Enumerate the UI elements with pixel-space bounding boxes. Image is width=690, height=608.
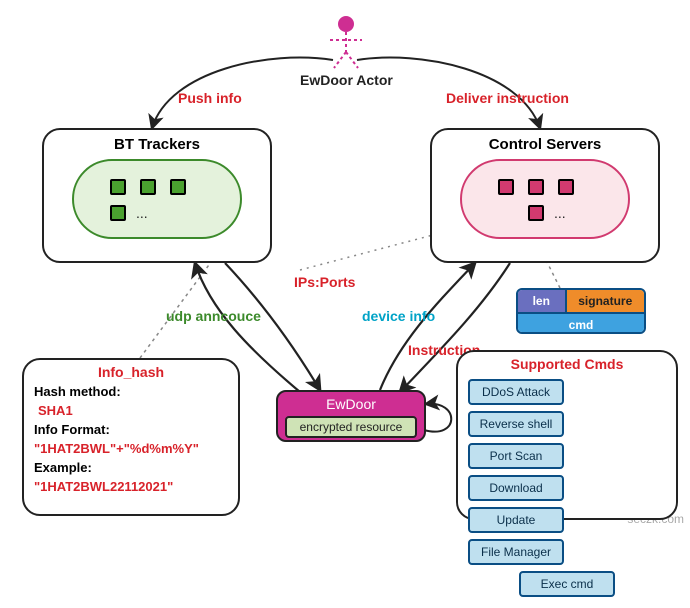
- cmds-grid: DDoS Attack Reverse shell Port Scan Down…: [458, 372, 676, 608]
- ih-l3v: "1HAT2BWL22112021": [34, 479, 238, 494]
- actor-icon: [320, 14, 372, 70]
- packet-struct: len signature cmd: [516, 288, 646, 334]
- ih-l2v: "1HAT2BWL"+"%d%m%Y": [34, 441, 238, 456]
- bt-trackers-box: BT Trackers ...: [42, 128, 272, 263]
- bt-title: BT Trackers: [44, 136, 270, 153]
- push-info-label: Push info: [178, 90, 242, 106]
- cmds-title: Supported Cmds: [458, 356, 676, 372]
- pkt-len: len: [518, 290, 567, 312]
- cmd-item: Download: [468, 475, 564, 501]
- udp-label: udp anncouce: [166, 308, 261, 324]
- control-servers-box: Control Servers ...: [430, 128, 660, 263]
- ewdoor-resource: encrypted resource: [285, 416, 417, 438]
- cmd-item: Port Scan: [468, 443, 564, 469]
- ewdoor-title: EwDoor: [278, 392, 424, 412]
- cs-title: Control Servers: [432, 136, 658, 153]
- info-hash-title: Info_hash: [24, 364, 238, 380]
- cmd-item: Reverse shell: [468, 411, 564, 437]
- ih-l1: Hash method:: [34, 384, 238, 399]
- ih-l2: Info Format:: [34, 422, 238, 437]
- supported-cmds-box: Supported Cmds DDoS Attack Reverse shell…: [456, 350, 678, 520]
- pkt-sig: signature: [567, 290, 645, 312]
- info-hash-box: Info_hash Hash method: SHA1 Info Format:…: [22, 358, 240, 516]
- cmd-item: DDoS Attack: [468, 379, 564, 405]
- deliver-label: Deliver instruction: [446, 90, 569, 106]
- pkt-cmd: cmd: [518, 314, 644, 334]
- cmd-item: Exec cmd: [519, 571, 615, 597]
- bt-cloud: ...: [72, 159, 242, 239]
- actor: [320, 14, 372, 75]
- cs-cloud: ...: [460, 159, 630, 239]
- ewdoor-node: EwDoor encrypted resource: [276, 390, 426, 442]
- cmd-item: Update: [468, 507, 564, 533]
- ih-l1v: SHA1: [38, 403, 238, 418]
- devinfo-label: device info: [362, 308, 435, 324]
- ips-label: IPs:Ports: [294, 274, 355, 290]
- actor-label: EwDoor Actor: [300, 72, 393, 88]
- ih-l3: Example:: [34, 460, 238, 475]
- cmd-item: File Manager: [468, 539, 564, 565]
